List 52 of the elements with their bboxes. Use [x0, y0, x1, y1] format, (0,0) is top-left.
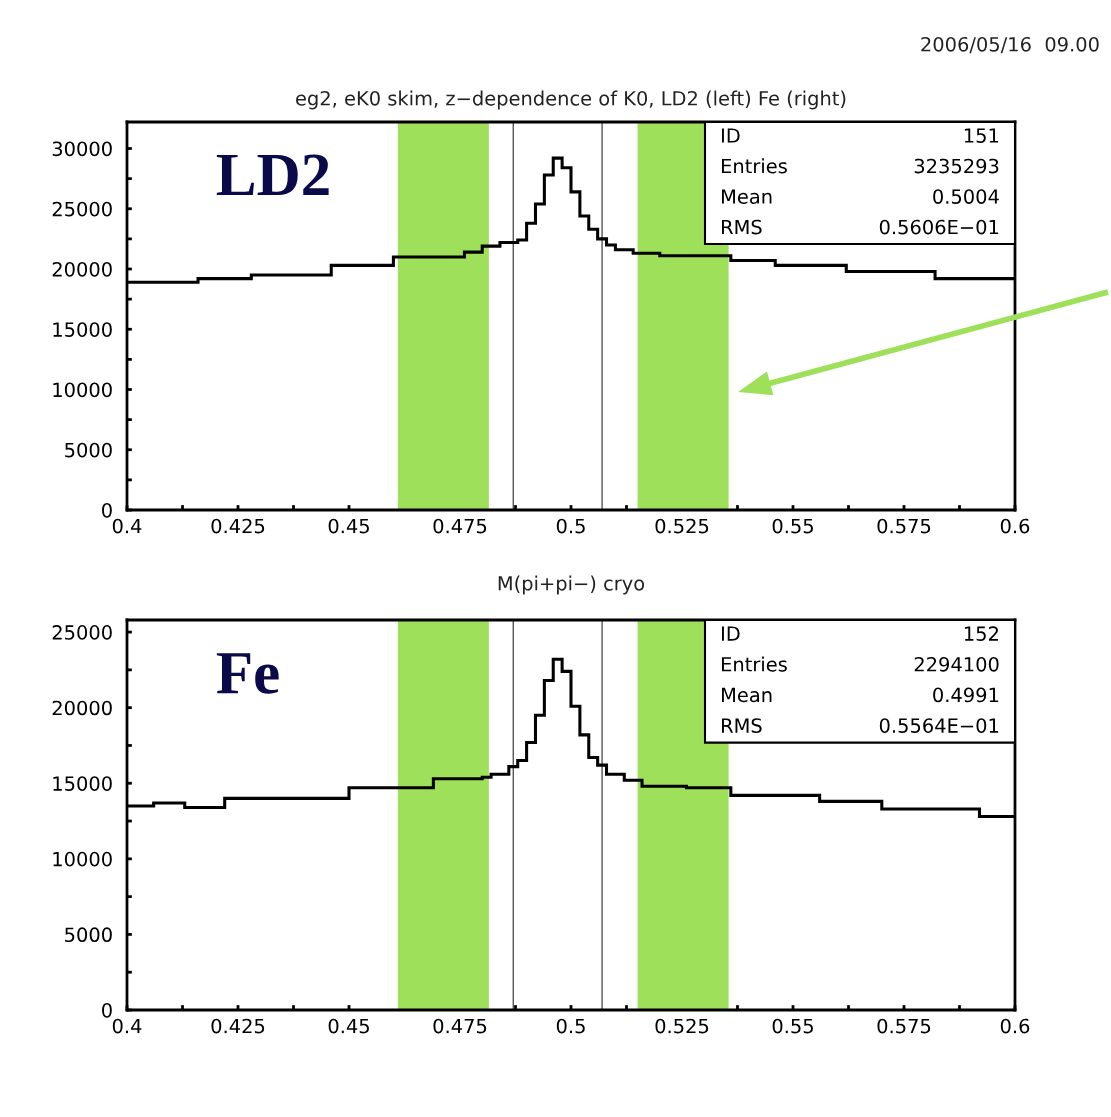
x-axis-title: M(pi+pi−) cryo — [498, 575, 645, 595]
annotation: Entries — [722, 158, 787, 174]
annotation: Mean — [722, 189, 772, 204]
annotation: 0.5564E−01 — [879, 718, 999, 733]
y-tick-label: 30000 — [52, 141, 112, 157]
x-tick-label: 0.55 — [772, 1018, 813, 1034]
y-tick-label: 5000 — [65, 442, 112, 458]
annotation: RMS — [722, 718, 762, 733]
y-tick-label: 15000 — [53, 322, 112, 337]
annotation: 152 — [964, 626, 998, 641]
y-tick-label: 25000 — [52, 625, 112, 640]
y-tick-label: 10000 — [53, 382, 112, 398]
annotation: Mean — [722, 687, 772, 703]
annotation: 151 — [964, 128, 999, 143]
annotation: Fe — [216, 653, 279, 694]
x-tick-label: 0.425 — [211, 518, 265, 534]
x-tick-label: 0.525 — [655, 518, 709, 534]
y-tick-label: 25000 — [52, 201, 112, 217]
y-tick-label: 0 — [102, 502, 112, 518]
x-tick-label: 0.6 — [1000, 518, 1030, 534]
x-tick-label: 0.425 — [211, 1018, 265, 1034]
y-tick-label: 15000 — [53, 776, 112, 791]
annotation: 0.5004 — [933, 189, 999, 204]
annotation: 3235293 — [914, 158, 999, 174]
x-tick-label: 0.5 — [556, 1018, 585, 1034]
x-tick-label: 0.575 — [877, 518, 931, 534]
annotation: LD2 — [216, 154, 329, 196]
annotation: 0.4991 — [933, 687, 999, 703]
annotation: ID — [722, 626, 740, 641]
x-tick-label: 0.55 — [772, 518, 813, 534]
annotation: Entries — [722, 656, 787, 672]
x-tick-label: 0.525 — [655, 1018, 709, 1034]
x-tick-label: 0.4 — [112, 1018, 142, 1034]
y-tick-label: 0 — [102, 1002, 112, 1018]
x-tick-label: 0.45 — [328, 1018, 369, 1034]
annotation: 2294100 — [914, 656, 999, 672]
y-tick-label: 20000 — [52, 261, 112, 277]
x-tick-label: 0.6 — [1000, 1018, 1030, 1034]
x-tick-label: 0.45 — [328, 518, 369, 534]
x-tick-label: 0.475 — [433, 518, 487, 534]
chart-title: eg2, eK0 skim, z−dependence of K0, LD2 (left) Fe (right) — [296, 90, 846, 110]
x-tick-label: 0.5 — [556, 518, 585, 534]
x-tick-label: 0.475 — [433, 1018, 487, 1034]
y-tick-label: 5000 — [65, 927, 112, 943]
annotation: RMS — [722, 219, 762, 235]
annotation: ID — [722, 128, 740, 143]
x-tick-label: 0.4 — [112, 518, 142, 534]
y-tick-label: 20000 — [52, 700, 112, 716]
text: 2006/05/16 09.00 — [921, 36, 1099, 54]
x-tick-label: 0.575 — [877, 1018, 931, 1034]
annotation: 0.5606E−01 — [879, 219, 999, 235]
y-tick-label: 10000 — [53, 851, 112, 867]
